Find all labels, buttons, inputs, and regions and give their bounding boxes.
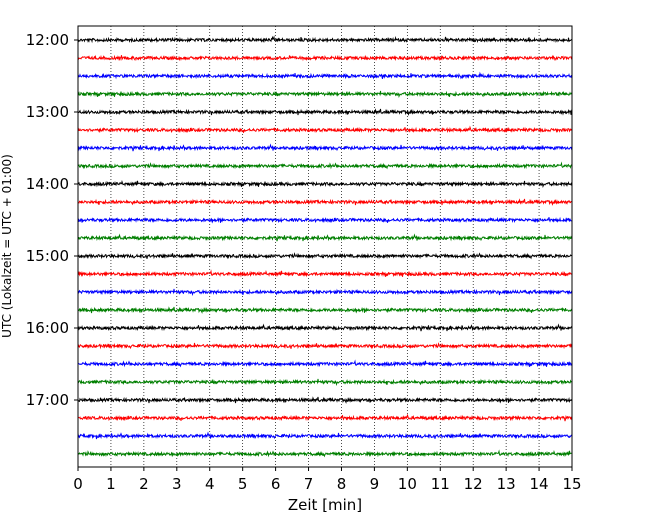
x-tick-label: 7 [304,475,314,493]
trace-15-15 [77,269,573,278]
trace-13-00 [77,108,573,116]
trace-17-30 [77,431,573,440]
trace-12-00 [77,35,573,44]
trace-12-30 [77,71,573,80]
trace-14-15 [77,198,573,206]
x-tick-label: 3 [172,475,182,493]
trace-14-45 [77,233,573,242]
y-tick-label: 13:00 [26,103,69,121]
y-axis-ticks: 12:00 13:00 14:00 15:00 16:00 17:00 [26,31,78,409]
x-tick-label: 11 [431,475,450,493]
x-tick-label: 15 [562,475,581,493]
x-tick-label: 12 [464,475,483,493]
trace-14-30 [77,216,573,224]
trace-16-45 [77,378,573,386]
x-tick-label: 8 [337,475,347,493]
trace-15-45 [77,306,573,314]
x-axis-ticks: 0 1 2 3 4 5 6 7 8 9 10 11 12 13 14 15 [73,467,582,493]
trace-15-00 [77,252,573,260]
x-axis-label: Zeit [min] [288,496,362,514]
y-tick-label: 17:00 [26,391,69,409]
x-tick-label: 2 [139,475,149,493]
trace-13-15 [77,125,573,134]
trace-12-45 [77,90,573,98]
trace-17-00 [77,396,573,404]
trace-16-00 [77,323,573,332]
y-tick-label: 15:00 [26,247,69,265]
x-tick-label: 0 [73,475,83,493]
y-tick-label: 12:00 [26,31,69,49]
plot-frame [77,25,573,468]
trace-16-15 [77,342,573,350]
trace-12-15 [77,54,573,62]
trace-group [77,35,573,458]
trace-17-15 [77,413,573,422]
trace-17-45 [77,449,573,458]
x-tick-label: 14 [530,475,549,493]
trace-13-45 [77,161,573,170]
x-tick-label: 13 [497,475,516,493]
x-tick-label: 1 [106,475,116,493]
trace-14-00 [77,179,573,188]
y-axis-label: UTC (Lokalzeit = UTC + 01:00) [0,154,14,338]
x-tick-label: 4 [205,475,215,493]
y-tick-label: 14:00 [26,175,69,193]
x-tick-label: 5 [238,475,248,493]
y-tick-label: 16:00 [26,319,69,337]
trace-15-30 [77,288,573,296]
x-tick-label: 10 [398,475,417,493]
trace-16-30 [77,359,573,368]
x-tick-label: 6 [271,475,281,493]
trace-13-30 [77,143,573,152]
x-tick-label: 9 [370,475,380,493]
